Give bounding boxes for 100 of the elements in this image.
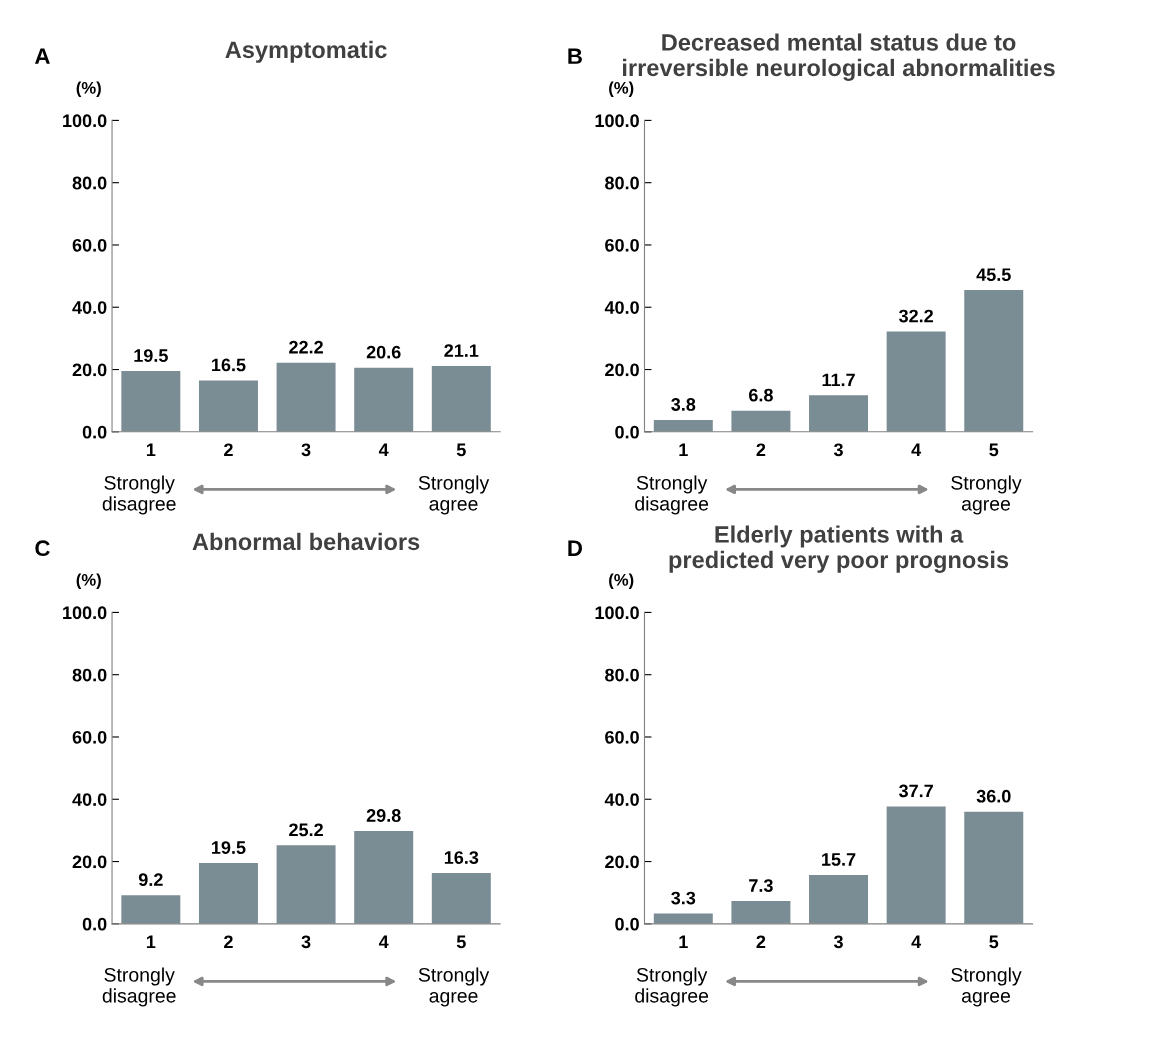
chart-title: Elderly patients with a predicted very poor prognosis bbox=[669, 525, 1009, 573]
x-tick-label: 1 bbox=[146, 443, 156, 456]
y-tick-label: 40.0 bbox=[72, 793, 107, 806]
text: D bbox=[568, 540, 582, 556]
x-tick-label: 3 bbox=[833, 443, 843, 457]
data-label: 9.2 bbox=[138, 873, 163, 887]
y-tick-label: 20.0 bbox=[72, 363, 107, 377]
bar bbox=[809, 874, 869, 924]
data-label: 29.8 bbox=[366, 809, 401, 822]
y-tick-label: 80.0 bbox=[72, 176, 107, 190]
bar bbox=[198, 863, 258, 924]
y-tick-label: 60.0 bbox=[605, 730, 639, 744]
bar bbox=[964, 811, 1024, 924]
x-tick-label: 2 bbox=[224, 443, 233, 456]
x-tick-label: 4 bbox=[911, 443, 922, 456]
y-tick-label: 80.0 bbox=[605, 668, 639, 682]
bar bbox=[198, 380, 258, 432]
bar bbox=[886, 806, 946, 924]
data-label: 3.3 bbox=[671, 891, 696, 905]
x-tick-label: 5 bbox=[989, 935, 999, 949]
x-tick-label: 1 bbox=[679, 935, 688, 949]
x-tick-label: 4 bbox=[378, 443, 389, 456]
x-tick-label: 3 bbox=[301, 443, 311, 457]
data-label: 16.5 bbox=[212, 358, 246, 372]
y-tick-label: 40.0 bbox=[604, 301, 639, 314]
y-tick-label: 80.0 bbox=[72, 668, 107, 682]
text: Strongly agree bbox=[951, 967, 1022, 1007]
bar bbox=[276, 362, 336, 432]
y-tick-label: 20.0 bbox=[72, 855, 107, 869]
data-label: 19.5 bbox=[212, 841, 246, 854]
y-tick-label: 40.0 bbox=[604, 793, 639, 806]
data-label: 20.6 bbox=[366, 345, 401, 359]
x-tick-label: 2 bbox=[224, 935, 233, 949]
y-tick-label: 100.0 bbox=[595, 114, 639, 128]
chart-title: Asymptomatic bbox=[225, 40, 387, 63]
data-label: 37.7 bbox=[898, 784, 933, 798]
y-axis-title: (%) bbox=[609, 573, 634, 590]
bar bbox=[809, 395, 869, 432]
y-tick-label: 0.0 bbox=[82, 917, 107, 931]
x-tick-label: 5 bbox=[456, 935, 466, 949]
data-label: 25.2 bbox=[289, 823, 323, 837]
text: Strongly agree bbox=[951, 475, 1022, 515]
x-tick-label: 5 bbox=[989, 443, 999, 457]
y-tick-label: 60.0 bbox=[72, 238, 107, 252]
data-label: 22.2 bbox=[289, 340, 323, 354]
bar bbox=[431, 366, 491, 432]
y-tick-label: 60.0 bbox=[605, 238, 639, 252]
text: Strongly disagree bbox=[102, 967, 176, 1007]
chart-title: Decreased mental status due to irreversible neurological abnormalities bbox=[623, 33, 1055, 81]
y-tick-label: 0.0 bbox=[615, 917, 639, 931]
data-label: 6.8 bbox=[749, 388, 773, 402]
y-tick-label: 100.0 bbox=[63, 606, 107, 620]
bar bbox=[731, 901, 791, 924]
y-tick-label: 0.0 bbox=[82, 425, 107, 439]
bar bbox=[731, 410, 791, 432]
x-tick-label: 3 bbox=[301, 935, 311, 949]
y-axis-title: (%) bbox=[609, 81, 634, 98]
y-tick-label: 100.0 bbox=[63, 114, 107, 128]
y-tick-label: 80.0 bbox=[605, 176, 639, 190]
text: Strongly agree bbox=[418, 475, 490, 515]
bar bbox=[653, 419, 713, 432]
data-label: 19.5 bbox=[134, 349, 168, 362]
x-tick-label: 1 bbox=[679, 443, 688, 456]
text: Strongly disagree bbox=[635, 967, 709, 1007]
bar bbox=[121, 895, 181, 924]
y-tick-label: 100.0 bbox=[595, 606, 639, 620]
data-label: 32.2 bbox=[898, 309, 933, 323]
x-tick-label: 2 bbox=[756, 443, 766, 456]
data-label: 16.3 bbox=[444, 851, 479, 864]
y-tick-label: 0.0 bbox=[615, 425, 639, 439]
x-tick-label: 5 bbox=[456, 443, 466, 457]
text: Strongly agree bbox=[418, 967, 490, 1007]
x-tick-label: 4 bbox=[378, 935, 389, 949]
x-tick-label: 3 bbox=[833, 935, 843, 949]
x-tick-label: 4 bbox=[911, 935, 922, 949]
bar bbox=[886, 331, 946, 432]
y-axis-title: (%) bbox=[76, 81, 101, 98]
y-tick-label: 40.0 bbox=[72, 301, 107, 314]
data-label: 21.1 bbox=[444, 344, 479, 357]
text: Strongly disagree bbox=[635, 475, 709, 515]
bar bbox=[431, 873, 491, 924]
data-label: 3.8 bbox=[671, 398, 696, 411]
chart-title: Abnormal behaviors bbox=[192, 532, 420, 551]
text: C bbox=[35, 540, 50, 557]
y-tick-label: 20.0 bbox=[605, 855, 639, 869]
bar bbox=[121, 371, 181, 432]
data-label: 36.0 bbox=[976, 789, 1011, 803]
y-tick-label: 60.0 bbox=[72, 730, 107, 744]
data-label: 45.5 bbox=[976, 268, 1011, 281]
data-label: 15.7 bbox=[822, 853, 856, 866]
text: A bbox=[34, 48, 50, 64]
bar bbox=[354, 831, 414, 924]
bar bbox=[354, 367, 414, 432]
text: B bbox=[568, 48, 582, 64]
x-tick-label: 1 bbox=[146, 935, 156, 949]
data-label: 7.3 bbox=[749, 879, 773, 892]
data-label: 11.7 bbox=[822, 373, 855, 387]
bar bbox=[964, 290, 1024, 432]
x-tick-label: 2 bbox=[756, 935, 766, 949]
y-axis-title: (%) bbox=[76, 573, 101, 590]
